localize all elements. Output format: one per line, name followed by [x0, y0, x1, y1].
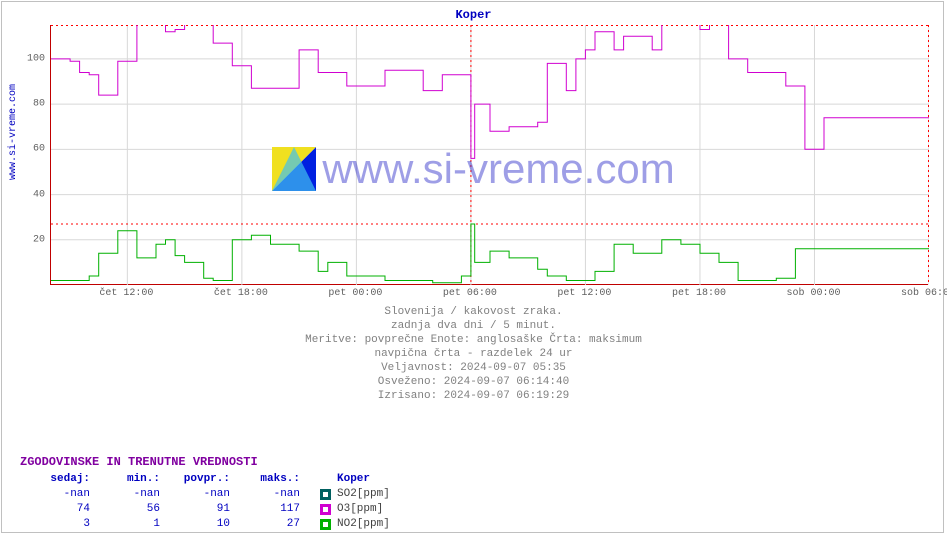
xtick-label: pet 18:00 — [672, 288, 726, 299]
table-header-row: sedaj: min.: povpr.: maks.: Koper — [20, 472, 460, 487]
cell-now: 3 — [20, 517, 90, 532]
col-loc: Koper — [300, 472, 460, 487]
ytick-label: 60 — [15, 144, 45, 155]
xtick-label: sob 06:00 — [901, 288, 947, 299]
swatch-icon — [320, 519, 331, 530]
xtick-label: pet 12:00 — [557, 288, 611, 299]
meta-line: navpična črta - razdelek 24 ur — [0, 347, 947, 361]
cell-avg: 10 — [160, 517, 230, 532]
legend-label: SO2[ppm] — [337, 487, 390, 502]
cell-avg: 91 — [160, 502, 230, 517]
cell-max: 27 — [230, 517, 300, 532]
meta-line: Izrisano: 2024-09-07 06:19:29 — [0, 389, 947, 403]
col-min: min.: — [90, 472, 160, 487]
cell-max: 117 — [230, 502, 300, 517]
cell-now: -nan — [20, 487, 90, 502]
stats-table: ZGODOVINSKE IN TRENUTNE VREDNOSTI sedaj:… — [20, 455, 460, 532]
cell-max: -nan — [230, 487, 300, 502]
table-row: 745691117 O3[ppm] — [20, 502, 460, 517]
chart-plot-area — [50, 25, 928, 285]
meta-block: Slovenija / kakovost zraka. zadnja dva d… — [0, 305, 947, 403]
table-row: 311027 NO2[ppm] — [20, 517, 460, 532]
ytick-label: 80 — [15, 99, 45, 110]
meta-line: Meritve: povprečne Enote: anglosaške Črt… — [0, 333, 947, 347]
ytick-label: 20 — [15, 234, 45, 245]
col-max: maks.: — [230, 472, 300, 487]
xtick-label: sob 00:00 — [786, 288, 840, 299]
chart-svg — [51, 25, 929, 285]
legend-cell: O3[ppm] — [300, 502, 460, 517]
xtick-label: pet 00:00 — [328, 288, 382, 299]
col-avg: povpr.: — [160, 472, 230, 487]
cell-min: -nan — [90, 487, 160, 502]
ytick-label: 40 — [15, 189, 45, 200]
xtick-label: pet 06:00 — [443, 288, 497, 299]
cell-min: 1 — [90, 517, 160, 532]
legend-label: NO2[ppm] — [337, 517, 390, 532]
meta-line: Osveženo: 2024-09-07 06:14:40 — [0, 375, 947, 389]
ytick-label: 100 — [15, 53, 45, 64]
cell-min: 56 — [90, 502, 160, 517]
xtick-label: čet 18:00 — [214, 288, 268, 299]
meta-line: zadnja dva dni / 5 minut. — [0, 319, 947, 333]
meta-line: Veljavnost: 2024-09-07 05:35 — [0, 361, 947, 375]
swatch-icon — [320, 504, 331, 515]
cell-now: 74 — [20, 502, 90, 517]
swatch-icon — [320, 489, 331, 500]
table-title: ZGODOVINSKE IN TRENUTNE VREDNOSTI — [20, 455, 460, 470]
legend-cell: NO2[ppm] — [300, 517, 460, 532]
meta-line: Slovenija / kakovost zraka. — [0, 305, 947, 319]
col-loc-label: Koper — [337, 472, 370, 487]
xtick-label: čet 12:00 — [99, 288, 153, 299]
table-row: -nan-nan-nan-nanSO2[ppm] — [20, 487, 460, 502]
legend-label: O3[ppm] — [337, 502, 383, 517]
cell-avg: -nan — [160, 487, 230, 502]
col-now: sedaj: — [20, 472, 90, 487]
legend-cell: SO2[ppm] — [300, 487, 460, 502]
chart-title: Koper — [0, 8, 947, 22]
